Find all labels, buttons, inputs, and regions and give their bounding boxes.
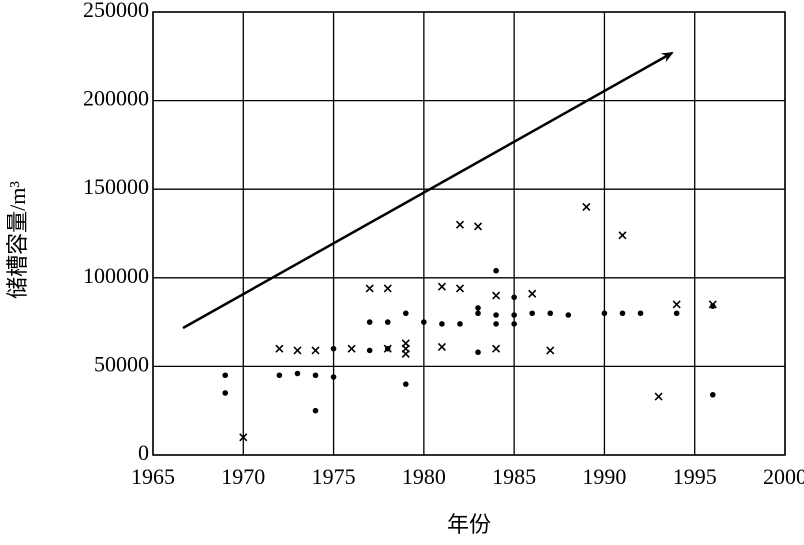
y-tick-label: 200000 bbox=[83, 86, 149, 111]
y-tick-label: 0 bbox=[138, 440, 149, 465]
x-marker bbox=[455, 284, 465, 293]
y-tick-label: 250000 bbox=[83, 0, 149, 22]
dot-marker bbox=[511, 312, 517, 318]
x-marker bbox=[437, 342, 446, 351]
dot-marker bbox=[403, 310, 409, 317]
x-marker bbox=[437, 282, 446, 291]
y-axis-label: 储槽容量/m³ bbox=[5, 181, 30, 299]
x-marker bbox=[455, 220, 465, 229]
dot-marker bbox=[673, 310, 680, 317]
x-marker bbox=[365, 284, 374, 293]
dot-marker bbox=[421, 319, 427, 325]
dot-marker bbox=[475, 310, 481, 317]
dot-marker bbox=[529, 310, 535, 317]
x-marker bbox=[528, 289, 537, 298]
x-tick-label: 1965 bbox=[131, 464, 175, 489]
dot-marker bbox=[366, 347, 373, 354]
dot-marker bbox=[547, 310, 554, 317]
x-marker bbox=[347, 344, 356, 353]
dot-marker bbox=[493, 321, 499, 327]
dot-marker bbox=[403, 381, 409, 387]
dot-marker bbox=[511, 321, 517, 327]
dot-marker bbox=[366, 319, 373, 325]
dot-marker bbox=[330, 345, 337, 352]
x-tick-label: 1985 bbox=[492, 464, 536, 489]
dot-marker bbox=[384, 319, 391, 325]
y-tick-label: 150000 bbox=[83, 174, 149, 199]
dot-marker bbox=[276, 372, 283, 379]
dot-marker bbox=[457, 321, 463, 327]
y-tick-label: 100000 bbox=[83, 263, 149, 288]
x-marker bbox=[293, 346, 302, 355]
x-tick-label: 1980 bbox=[402, 464, 446, 489]
y-tick-label: 50000 bbox=[94, 351, 149, 376]
x-marker bbox=[383, 344, 392, 353]
dot-marker bbox=[222, 390, 229, 396]
dot-marker bbox=[475, 305, 481, 311]
x-marker bbox=[708, 300, 717, 309]
dot-marker bbox=[222, 372, 229, 379]
x-marker bbox=[275, 344, 284, 353]
dot-marker bbox=[312, 407, 319, 414]
dot-marker bbox=[312, 372, 319, 379]
x-axis-label: 年份 bbox=[447, 512, 491, 537]
x-tick-label: 2000 bbox=[763, 464, 804, 489]
plot-frame bbox=[152, 11, 786, 456]
x-marker bbox=[582, 202, 591, 211]
x-marker bbox=[401, 349, 410, 359]
x-tick-label: 1990 bbox=[582, 464, 626, 489]
x-marker bbox=[672, 300, 681, 309]
x-marker bbox=[383, 284, 392, 293]
x-marker bbox=[618, 231, 627, 240]
x-marker bbox=[654, 392, 663, 401]
dot-marker bbox=[511, 294, 517, 301]
dot-marker bbox=[709, 391, 716, 398]
x-marker bbox=[311, 346, 320, 355]
x-marker bbox=[492, 291, 501, 300]
dot-marker bbox=[619, 310, 626, 317]
dot-marker bbox=[565, 312, 572, 318]
dot-marker bbox=[330, 374, 337, 380]
x-marker bbox=[492, 344, 501, 353]
x-marker bbox=[239, 433, 248, 442]
x-marker bbox=[473, 222, 483, 231]
x-tick-label: 1995 bbox=[673, 464, 717, 489]
x-tick-label: 1970 bbox=[221, 464, 265, 489]
trend-arrow bbox=[182, 51, 674, 330]
dot-marker bbox=[493, 267, 499, 274]
x-marker bbox=[546, 346, 555, 355]
dot-marker bbox=[637, 310, 644, 317]
dot-marker bbox=[601, 310, 608, 317]
dot-marker bbox=[439, 321, 445, 327]
dot-marker bbox=[493, 312, 499, 318]
dot-marker bbox=[475, 349, 481, 356]
dot-marker bbox=[294, 370, 301, 377]
x-tick-label: 1975 bbox=[312, 464, 356, 489]
